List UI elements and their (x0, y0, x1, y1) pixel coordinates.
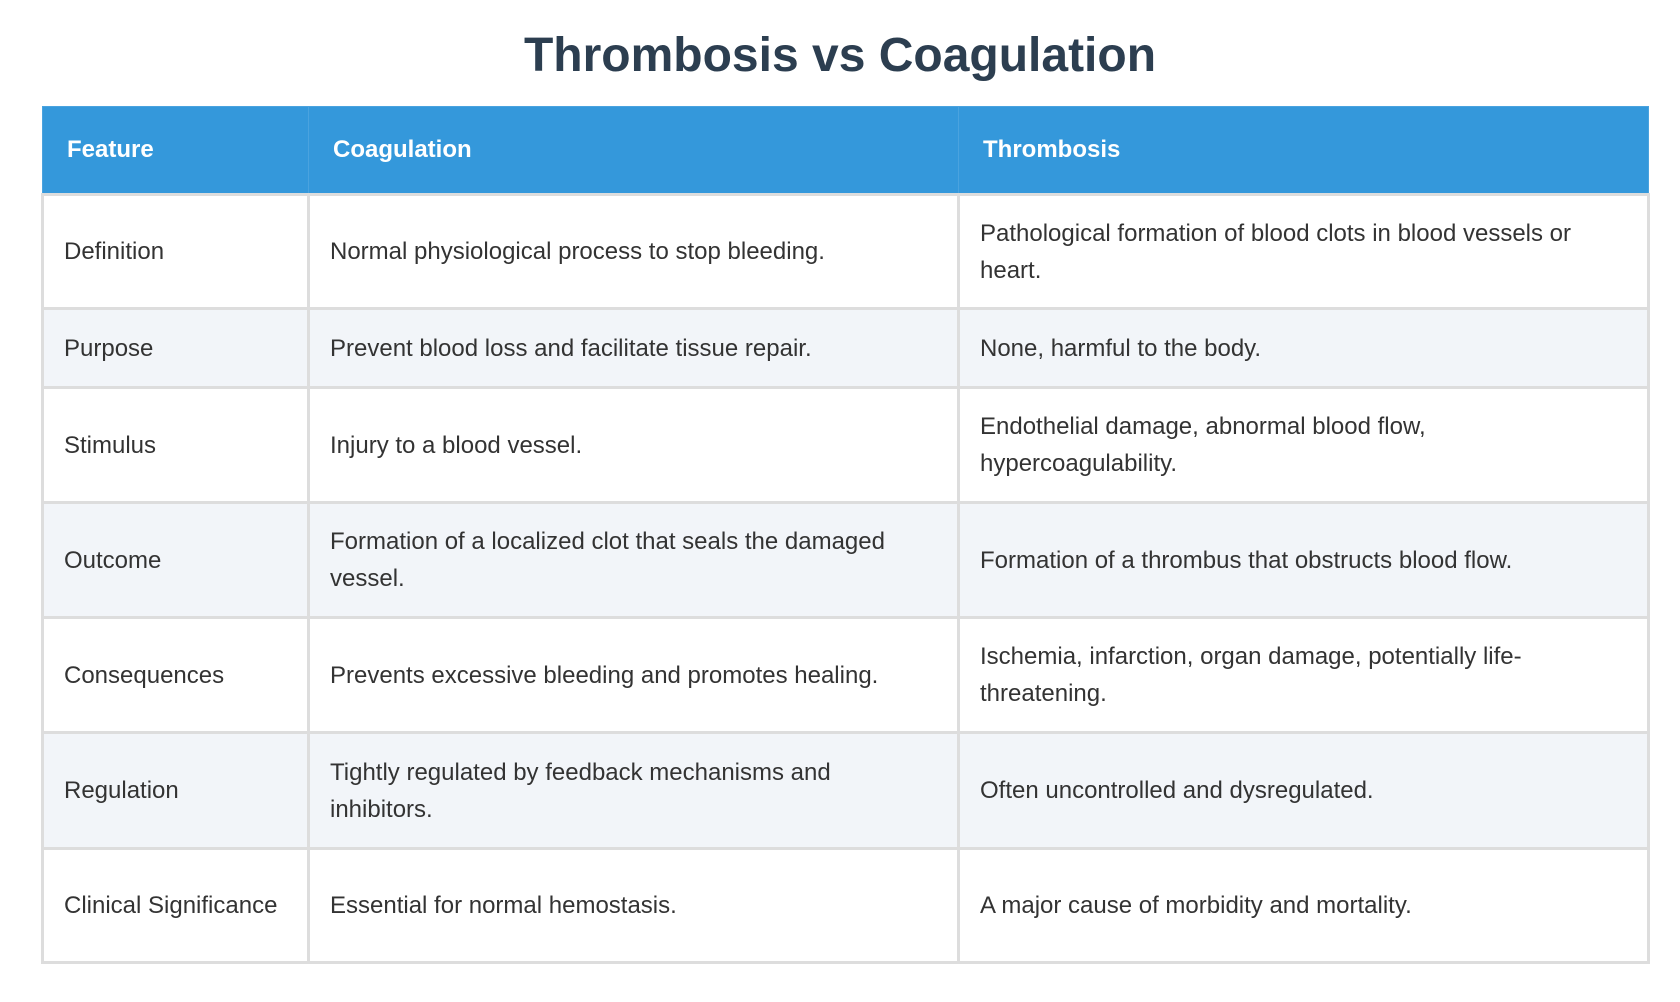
coagulation-cell: Essential for normal hemostasis. (307, 847, 960, 964)
coagulation-cell: Formation of a localized clot that seals… (307, 501, 960, 619)
feature-cell: Clinical Significance (41, 847, 310, 964)
feature-cell: Purpose (41, 307, 310, 389)
table-row: Regulation Tightly regulated by feedback … (41, 731, 1650, 850)
feature-cell: Outcome (41, 501, 310, 619)
thrombosis-cell: Formation of a thrombus that obstructs b… (957, 501, 1650, 619)
comparison-table: Feature Coagulation Thrombosis Definitio… (41, 106, 1650, 964)
thrombosis-cell: Often uncontrolled and dysregulated. (957, 731, 1650, 850)
table-row: Definition Normal physiological process t… (41, 193, 1650, 310)
page-title: Thrombosis vs Coagulation (523, 29, 1157, 82)
table-row: Stimulus Injury to a blood vessel. Endothe… (41, 386, 1650, 504)
thrombosis-cell: Endothelial damage, abnormal blood flow,… (957, 386, 1650, 504)
feature-cell: Consequences (41, 616, 310, 734)
coagulation-cell: Normal physiological process to stop ble… (307, 193, 960, 310)
header-coagulation: Coagulation (308, 106, 959, 195)
header-thrombosis: Thrombosis (958, 106, 1649, 195)
coagulation-cell: Injury to a blood vessel. (307, 386, 960, 504)
table-row: Clinical Significance Essential for norma… (41, 847, 1650, 964)
table-row: Outcome Formation of a localized clot tha… (41, 501, 1650, 619)
thrombosis-cell: A major cause of morbidity and mortality… (957, 847, 1650, 964)
table-header-row: Feature Coagulation Thrombosis (42, 106, 1649, 195)
table-row: Purpose Prevent blood loss and facilitate… (41, 307, 1650, 389)
table-row: Consequences Prevents excessive bleeding … (41, 616, 1650, 734)
feature-cell: Regulation (41, 731, 310, 850)
feature-cell: Definition (41, 193, 310, 310)
coagulation-cell: Prevents excessive bleeding and promotes… (307, 616, 960, 734)
coagulation-cell: Tightly regulated by feedback mechanisms… (307, 731, 960, 850)
feature-cell: Stimulus (41, 386, 310, 504)
thrombosis-cell: Ischemia, infarction, organ damage, pote… (957, 616, 1650, 734)
coagulation-cell: Prevent blood loss and facilitate tissue… (307, 307, 960, 389)
header-feature: Feature (42, 106, 309, 195)
thrombosis-cell: Pathological formation of blood clots in… (957, 193, 1650, 310)
thrombosis-cell: None, harmful to the body. (957, 307, 1650, 389)
